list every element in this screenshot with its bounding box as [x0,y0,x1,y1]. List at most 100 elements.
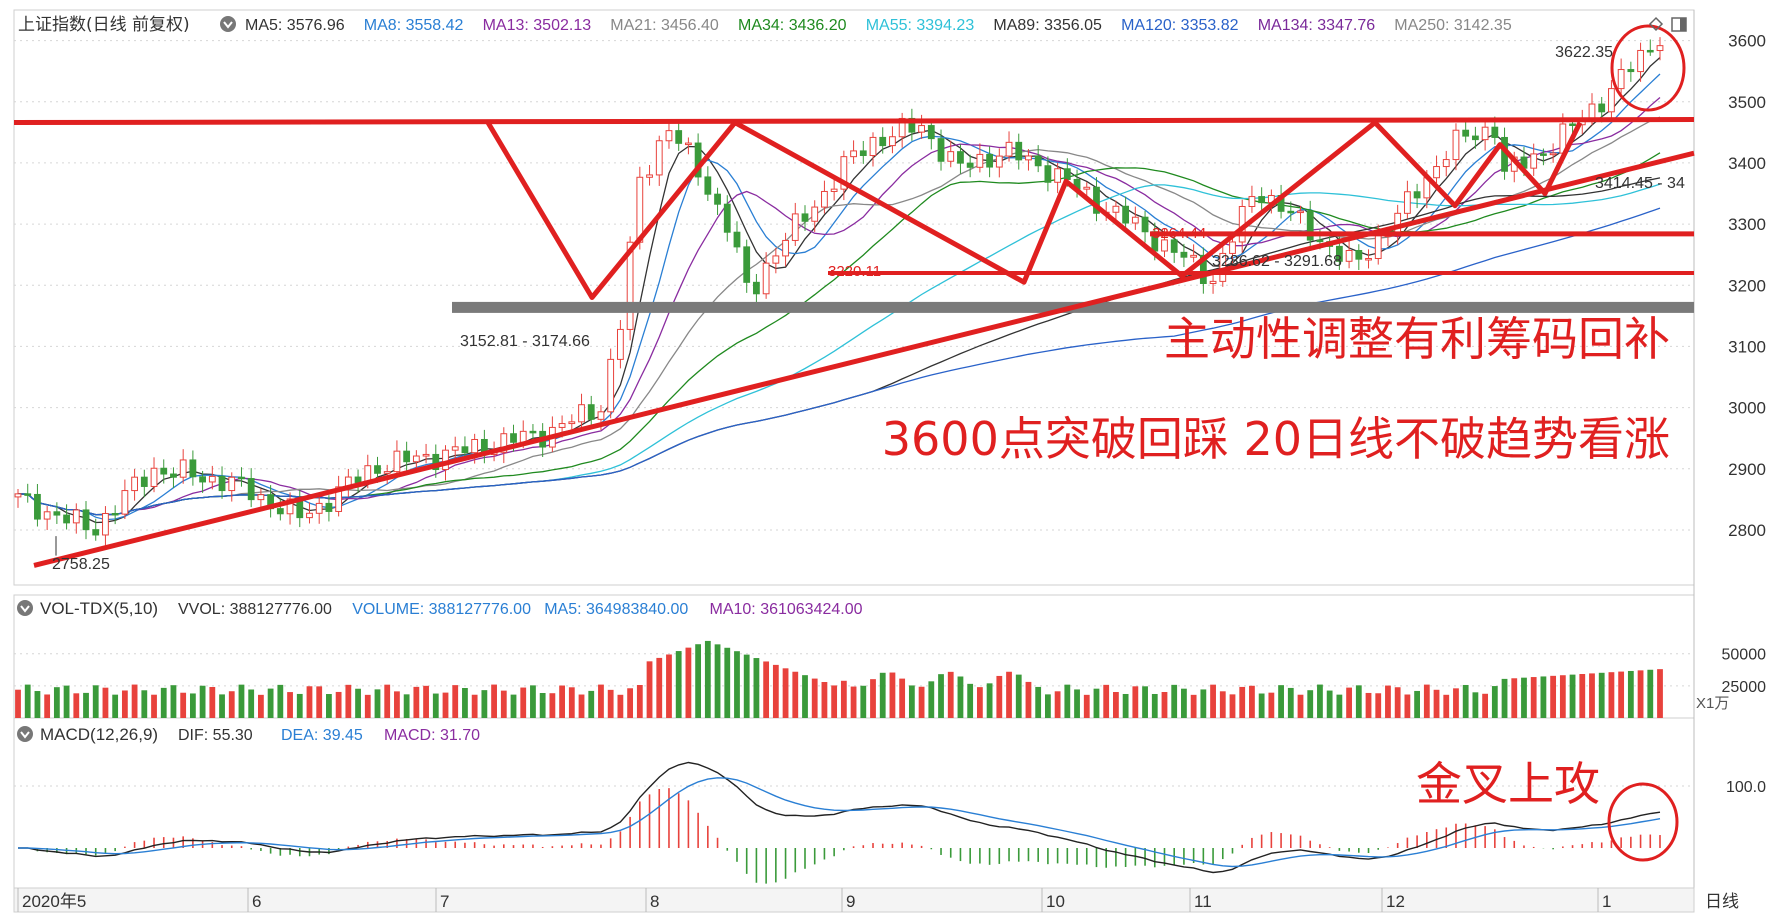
gap2-label-a: 3264.44 [1152,225,1206,242]
volume-bar [34,691,41,718]
volume-bar [1093,688,1100,718]
volume-bar [141,690,148,718]
volume-bar [1569,674,1576,718]
volume-bar [695,644,702,718]
volume-bar [63,685,70,718]
volume-bar [821,682,828,718]
volume-bar [219,694,225,718]
diamond-icon[interactable] [1648,16,1664,32]
collapse-icon[interactable] [17,600,33,616]
volume-bar [831,685,838,718]
volume-bar [772,664,779,718]
volume-bar [1511,678,1518,718]
volume-bar [598,684,604,718]
volume-bar [908,685,915,718]
x-tick-label: 7 [440,892,449,911]
candle-body [986,153,993,168]
candle-body [510,433,517,443]
volume-bar [1181,688,1187,718]
volume-bar [724,647,731,718]
candle-body [1297,210,1304,214]
candle-body [869,136,877,157]
vol-tick-label: 25000 [1722,679,1767,696]
candle-body [519,430,527,443]
collapse-icon[interactable] [17,726,33,742]
high-label: 3622.35 [1555,44,1613,61]
candle-body [1248,196,1256,208]
candle-body [607,358,615,413]
volume-bar [471,694,478,718]
candle-body [315,502,323,514]
volume-bar [1589,673,1595,718]
candle-body [636,176,644,243]
candle-body [1491,126,1499,138]
ma-legend-item: MA21: 3456.40 [610,17,719,34]
candle-body [1656,45,1664,52]
candle-body [1306,210,1314,241]
candle-body [276,508,284,515]
volume-bar [209,686,216,718]
x-tick-label: 1 [1602,892,1611,911]
candle-body [1569,123,1576,126]
chevron-down-icon [20,731,30,739]
volume-bar [1336,694,1343,718]
candle-body [121,490,129,515]
volume-bar [1375,693,1382,718]
x-tick-label: 10 [1046,892,1065,911]
volume-bar [947,671,954,718]
volume-bar [636,685,643,718]
volume-bar [627,688,634,718]
period-label: 日线 [1705,892,1739,912]
candle-body [723,203,731,233]
candle-body [325,502,333,512]
candle-body [1403,191,1411,214]
volume-bar [1200,689,1207,718]
volume-bar [860,685,867,718]
macd-histogram [18,761,1661,884]
candle-body [53,511,61,516]
macd-legend-item: DIF: 55.30 [178,727,253,744]
candle-body [782,239,789,257]
volume-bar [1025,681,1032,718]
volume-bar [646,661,653,718]
ma-legend-item: MA13: 3502.13 [483,17,592,34]
candle-body [150,467,158,487]
candle-body [442,449,449,471]
candle-body [937,138,945,162]
collapse-icon[interactable] [220,16,236,32]
volume-bar [1627,670,1634,718]
candle-body [675,130,683,144]
x-tick-label: 8 [650,892,659,911]
volume-bar [287,692,293,718]
ma-legend-item: MA120: 3353.82 [1121,17,1239,34]
gap2-label-b: 3286.62 - 3291.68 [1212,253,1342,270]
volume-bar [238,684,245,718]
uptrend-line [33,150,1695,568]
volume-bar [1443,694,1450,718]
volume-bar [802,675,808,718]
candle-body [1452,129,1460,161]
volume-bar [1394,687,1401,718]
candle-body [461,446,469,454]
volume-bar [1015,674,1022,718]
candle-body [160,467,168,475]
volume-bar [549,693,556,718]
candle-body [228,476,236,492]
volume-bar [112,694,119,718]
volume-bar [1414,690,1420,718]
y-tick-label: 3300 [1728,215,1766,234]
volume-bar [1103,684,1110,718]
y-tick-label: 3100 [1728,337,1766,356]
candle-body [14,493,22,498]
candle-body [1170,239,1178,253]
candle-body [655,140,663,176]
volume-bar [685,647,692,718]
gap3-label: 3414.45 - 34 [1595,175,1685,192]
candle-body [111,512,119,516]
volume-bar [1559,675,1566,718]
volume-bar [413,686,420,718]
volume-bar [151,694,157,718]
analysis-overlays [13,24,1695,862]
candle-body [1287,210,1295,214]
volume-bar [394,691,400,718]
